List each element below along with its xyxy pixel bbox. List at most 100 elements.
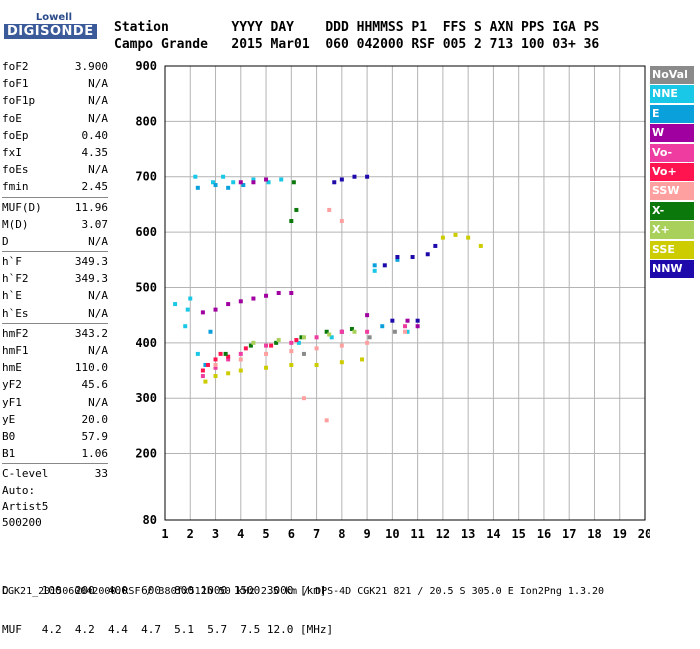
echo-point	[416, 319, 420, 323]
echo-point	[201, 369, 205, 373]
echo-point	[264, 294, 268, 298]
legend-item: SSE	[650, 241, 694, 259]
echo-point	[302, 352, 306, 356]
echo-point	[383, 263, 387, 267]
echo-point	[173, 302, 177, 306]
echo-point	[365, 341, 369, 345]
echo-point	[454, 233, 458, 237]
echo-point	[264, 178, 268, 182]
x-tick-label: 9	[363, 527, 370, 541]
echo-point	[441, 236, 445, 240]
echo-point	[352, 330, 356, 334]
echo-point	[380, 324, 384, 328]
echo-point	[340, 178, 344, 182]
echo-point	[403, 330, 407, 334]
echo-point	[226, 186, 230, 190]
echo-point	[279, 178, 283, 182]
y-tick-label: 800	[135, 114, 157, 128]
echo-point	[239, 357, 243, 361]
echo-point	[231, 180, 235, 184]
echo-point	[264, 366, 268, 370]
legend-item: W	[650, 124, 694, 142]
echo-point	[426, 252, 430, 256]
x-tick-label: 14	[486, 527, 500, 541]
echo-point	[269, 344, 273, 348]
y-tick-label: 900	[135, 59, 157, 73]
echo-point	[294, 338, 298, 342]
echo-point	[373, 269, 377, 273]
echo-point	[315, 363, 319, 367]
echo-point	[214, 308, 218, 312]
y-tick-label: 200	[135, 447, 157, 461]
x-tick-label: 20	[638, 527, 650, 541]
echo-point	[302, 396, 306, 400]
x-tick-label: 4	[237, 527, 244, 541]
echo-point	[365, 330, 369, 334]
echo-point	[214, 183, 218, 187]
x-tick-label: 2	[187, 527, 194, 541]
echo-point	[315, 335, 319, 339]
echo-point	[201, 374, 205, 378]
legend-item: E	[650, 105, 694, 123]
echo-point	[251, 341, 255, 345]
echo-point	[251, 180, 255, 184]
echo-point	[340, 219, 344, 223]
echo-point	[289, 363, 293, 367]
y-tick-label: 700	[135, 170, 157, 184]
plot-frame	[165, 66, 645, 520]
echo-point	[403, 324, 407, 328]
echo-point	[214, 357, 218, 361]
legend-item: Vo+	[650, 163, 694, 181]
legend-item: X-	[650, 202, 694, 220]
echo-point	[214, 363, 218, 367]
x-tick-label: 12	[436, 527, 450, 541]
echo-point	[251, 297, 255, 301]
ionogram-plot: 1 2 3 4 5 6 7 8 9 10 11 12 13 14 15 16 17 18 19 20802003004…	[0, 0, 650, 560]
legend-item: X+	[650, 221, 694, 239]
echo-point	[393, 330, 397, 334]
x-tick-label: 10	[385, 527, 399, 541]
echo-point	[239, 352, 243, 356]
echo-point	[340, 360, 344, 364]
y-tick-label: 600	[135, 225, 157, 239]
echo-point	[327, 208, 331, 212]
legend-item: SSW	[650, 182, 694, 200]
muf-table: D 100 200 400 600 800 1000 1500 3000 [km…	[2, 558, 333, 649]
echo-point	[226, 302, 230, 306]
polarization-legend: NoVal NNE E W Vo- Vo+ SSW X- X+ SSE NNW	[650, 66, 694, 279]
echo-point	[294, 208, 298, 212]
echo-point	[365, 175, 369, 179]
echo-point	[219, 352, 223, 356]
echo-point	[203, 380, 207, 384]
echo-point	[289, 291, 293, 295]
echo-point	[239, 180, 243, 184]
x-tick-label: 6	[288, 527, 295, 541]
muf-row: MUF 4.2 4.2 4.4 4.7 5.1 5.7 7.5 12.0 [MH…	[2, 623, 333, 636]
echo-point	[186, 308, 190, 312]
echo-point	[277, 338, 281, 342]
echo-point	[264, 352, 268, 356]
echo-point	[292, 180, 296, 184]
echo-point	[277, 291, 281, 295]
echo-point	[315, 346, 319, 350]
legend-item: NoVal	[650, 66, 694, 84]
echo-point	[433, 244, 437, 248]
x-tick-label: 7	[313, 527, 320, 541]
echo-point	[221, 175, 225, 179]
x-tick-label: 8	[338, 527, 345, 541]
x-tick-label: 13	[461, 527, 475, 541]
echo-point	[368, 335, 372, 339]
x-tick-label: 17	[562, 527, 576, 541]
echo-point	[226, 371, 230, 375]
x-tick-label: 11	[410, 527, 424, 541]
echo-point	[365, 313, 369, 317]
x-tick-label: 3	[212, 527, 219, 541]
echo-point	[188, 297, 192, 301]
echo-point	[264, 344, 268, 348]
echo-point	[340, 330, 344, 334]
legend-item: Vo-	[650, 144, 694, 162]
echo-point	[208, 330, 212, 334]
echo-point	[411, 255, 415, 259]
echo-point	[196, 352, 200, 356]
x-tick-label: 16	[537, 527, 551, 541]
